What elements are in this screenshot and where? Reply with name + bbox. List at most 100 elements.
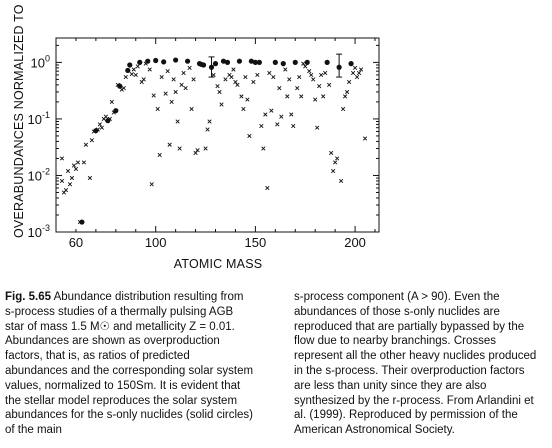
other-nuclide-point — [207, 119, 212, 124]
y-tick-label: 10-3 — [28, 223, 50, 240]
other-nuclide-point — [219, 102, 224, 107]
other-nuclide-point — [317, 84, 322, 89]
x-tick-label: 60 — [69, 235, 83, 250]
s-only-point — [117, 83, 123, 89]
other-nuclide-point — [217, 89, 222, 95]
figure-number: Fig. 5.65 — [5, 291, 52, 303]
s-only-point — [272, 59, 278, 65]
other-nuclide-point — [163, 91, 168, 96]
figure-caption-right: s-process component (A > 90). Even the a… — [294, 291, 537, 437]
other-nuclide-point — [275, 122, 280, 127]
other-nuclide-point — [269, 108, 274, 113]
other-nuclide-point — [267, 70, 272, 76]
other-nuclide-point — [215, 84, 220, 89]
other-nuclide-point — [287, 77, 292, 82]
other-nuclide-point — [115, 82, 120, 88]
s-only-point — [348, 61, 354, 67]
other-nuclide-point — [63, 188, 69, 193]
other-nuclide-point — [91, 129, 97, 134]
other-nuclide-point — [131, 67, 136, 72]
other-nuclide-point — [179, 82, 184, 88]
other-nuclide-point — [299, 94, 304, 99]
x-tick-label: 200 — [344, 235, 366, 250]
other-nuclide-point — [247, 133, 252, 139]
other-nuclide-point — [263, 112, 268, 117]
other-nuclide-point — [344, 89, 350, 95]
s-only-point — [127, 62, 133, 68]
s-only-point — [200, 62, 207, 68]
x-axis-title: ATOMIC MASS — [174, 257, 263, 271]
other-nuclide-point — [291, 123, 296, 129]
other-nuclide-point — [283, 67, 288, 72]
other-nuclide-point — [69, 175, 75, 181]
other-nuclide-point — [83, 142, 89, 147]
other-nuclide-point — [97, 122, 102, 127]
s-only-point — [280, 61, 286, 67]
caption-body: Abundance distribution resulting from s-… — [5, 291, 254, 437]
other-nuclide-point — [111, 110, 116, 115]
other-nuclide-point — [123, 74, 128, 80]
other-nuclide-point — [89, 138, 95, 143]
s-only-point — [252, 59, 258, 65]
other-nuclide-point — [195, 148, 200, 153]
y-axis-title-sup: 150 — [11, 0, 20, 1]
other-nuclide-point — [87, 175, 93, 181]
other-nuclide-point — [211, 72, 216, 78]
other-nuclide-point — [151, 93, 156, 98]
other-nuclide-point — [289, 112, 294, 117]
other-nuclide-point — [231, 67, 236, 72]
other-nuclide-point — [81, 160, 87, 165]
other-nuclide-point — [338, 178, 344, 184]
s-only-point — [208, 64, 215, 70]
other-nuclide-point — [323, 70, 328, 76]
other-nuclide-point — [362, 136, 368, 141]
other-nuclide-point — [171, 77, 176, 82]
other-nuclide-point — [147, 67, 152, 72]
other-nuclide-point — [285, 94, 290, 99]
other-nuclide-point — [159, 74, 164, 80]
other-nuclide-point — [205, 127, 210, 132]
x-tick-label: 150 — [245, 235, 267, 250]
other-nuclide-point — [277, 86, 282, 91]
other-nuclide-point — [331, 168, 336, 174]
other-nuclide-point — [233, 79, 238, 85]
plot-frame — [55, 37, 380, 233]
other-nuclide-point — [135, 64, 140, 69]
other-nuclide-point — [133, 72, 138, 78]
other-nuclide-point — [245, 97, 250, 102]
other-nuclide-point — [157, 152, 162, 158]
other-nuclide-point — [265, 185, 270, 191]
other-nuclide-point — [335, 156, 340, 161]
other-nuclide-point — [251, 79, 256, 85]
other-nuclide-point — [73, 166, 79, 172]
y-axis-title: OVERABUNDANCES NORMALIZED TO 150Sm — [11, 0, 26, 238]
s-only-point — [153, 57, 159, 64]
other-nuclide-point — [175, 119, 180, 124]
other-nuclide-point — [319, 72, 324, 78]
other-nuclide-point — [155, 106, 160, 112]
s-only-point — [173, 57, 179, 63]
other-nuclide-point — [95, 127, 100, 132]
other-nuclide-point — [356, 70, 362, 76]
other-nuclide-point — [67, 182, 73, 187]
other-nuclide-point — [309, 72, 314, 78]
s-only-point — [161, 59, 167, 65]
s-only-point — [336, 64, 342, 70]
other-nuclide-point — [167, 142, 172, 147]
other-nuclide-point — [59, 178, 65, 184]
other-nuclide-point — [261, 146, 266, 151]
other-nuclide-point — [223, 77, 228, 82]
s-only-point — [324, 59, 330, 65]
other-nuclide-point — [259, 123, 264, 129]
other-nuclide-point — [321, 94, 326, 99]
other-nuclide-point — [235, 82, 240, 88]
other-nuclide-point — [187, 65, 192, 70]
other-nuclide-point — [333, 160, 338, 165]
s-only-point — [256, 59, 262, 65]
other-nuclide-point — [255, 72, 260, 78]
s-only-point — [137, 59, 143, 65]
y-axis-title-main: OVERABUNDANCES NORMALIZED TO — [12, 1, 26, 238]
s-only-point — [212, 61, 219, 67]
other-nuclide-point — [65, 168, 71, 174]
